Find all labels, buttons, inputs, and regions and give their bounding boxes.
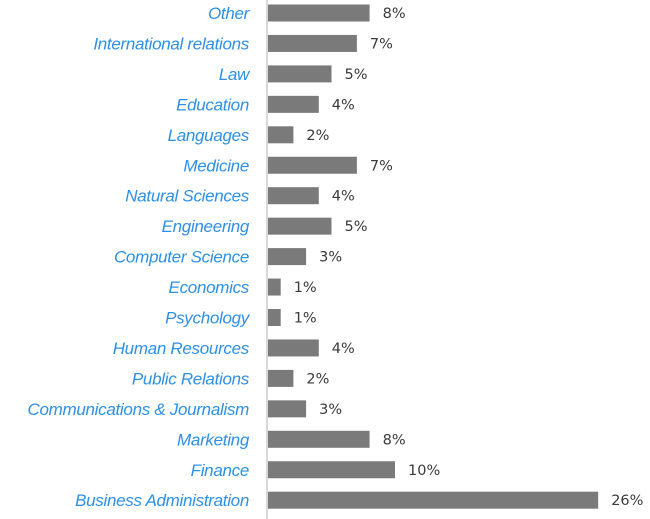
value-label: 4% — [332, 189, 355, 205]
category-label: Public Relations — [132, 369, 250, 388]
category-label: Psychology — [165, 309, 251, 328]
category-label: Marketing — [177, 430, 250, 449]
bar — [268, 278, 281, 296]
bar — [268, 491, 599, 509]
category-labels-group: Other International relations Law Education… — [28, 4, 252, 510]
value-label: 10% — [408, 463, 440, 479]
bar — [268, 248, 307, 266]
category-label: Engineering — [162, 217, 250, 236]
category-label: Finance — [191, 461, 249, 480]
category-label: Medicine — [183, 156, 249, 175]
value-label: 4% — [332, 97, 355, 113]
value-label: 4% — [332, 341, 355, 357]
category-label: Law — [219, 65, 251, 84]
bar — [268, 34, 357, 52]
category-label: Human Resources — [113, 339, 250, 358]
value-label: 3% — [319, 250, 342, 266]
bar — [268, 126, 294, 144]
category-label: Other — [208, 4, 251, 23]
bar — [268, 309, 281, 326]
value-labels-group: 8%7%5%4%2%7%4%5%3%1%1%4%2%3%8%10%26% — [294, 6, 644, 509]
bar — [268, 430, 370, 448]
category-label: Computer Science — [114, 248, 249, 267]
category-label: Natural Sciences — [125, 187, 250, 206]
value-label: 2% — [306, 371, 329, 387]
value-label: 8% — [383, 432, 406, 448]
bar — [268, 187, 319, 205]
value-label: 5% — [345, 219, 368, 235]
value-label: 1% — [294, 311, 317, 327]
bar — [268, 156, 357, 174]
value-label: 8% — [383, 6, 406, 22]
value-label: 3% — [319, 402, 342, 418]
value-label: 5% — [345, 67, 368, 83]
bar — [268, 461, 395, 479]
value-label: 7% — [370, 158, 393, 174]
category-label: Business Administration — [75, 491, 249, 510]
category-label: Languages — [168, 126, 250, 145]
category-label: International relations — [93, 34, 249, 53]
value-label: 2% — [306, 128, 329, 144]
bar — [268, 400, 307, 418]
value-label: 26% — [611, 493, 643, 509]
bars-group — [268, 4, 599, 509]
value-label: 7% — [370, 36, 393, 52]
bar — [268, 4, 370, 22]
bar — [268, 65, 332, 83]
category-label: Communications & Journalism — [28, 400, 250, 419]
value-label: 1% — [294, 280, 317, 296]
bar — [268, 339, 319, 357]
category-label: Education — [176, 95, 249, 114]
category-label: Economics — [169, 278, 250, 297]
bar — [268, 95, 319, 113]
bar — [268, 369, 294, 387]
bar — [268, 217, 332, 235]
